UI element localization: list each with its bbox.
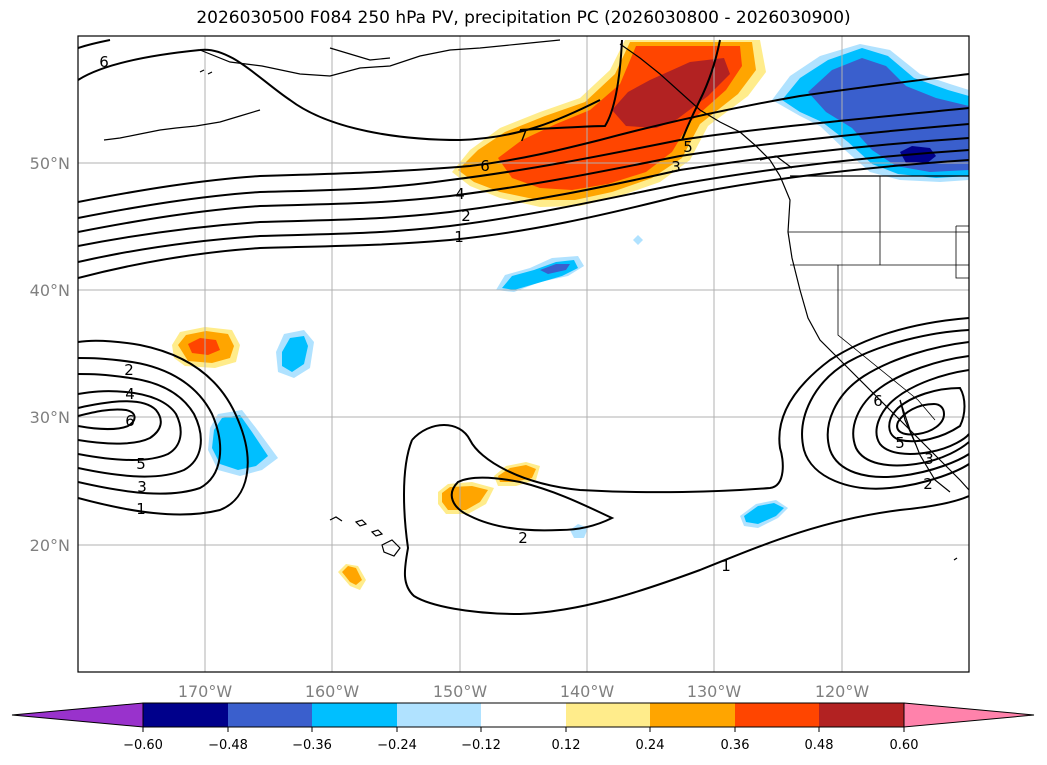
map-title: 2026030500 F084 250 hPa PV, precipitatio… [196, 8, 851, 28]
colorbar-segment [312, 703, 397, 727]
pv-contour-west-4 [78, 390, 182, 461]
pv-contour-north-4 [78, 123, 969, 233]
colorbar-segment [819, 703, 904, 727]
pv-contour-east-3 [852, 355, 969, 467]
contour-label: 6 [873, 392, 883, 410]
colorbar-segment [650, 703, 735, 727]
lat-label: 40°N [30, 281, 70, 300]
lon-label: 120°W [815, 682, 870, 701]
pv-contour-west-5 [78, 400, 162, 445]
colorbar-tick: −0.60 [123, 738, 163, 753]
colorbar-segment [566, 703, 650, 727]
pv-contour-north-5 [78, 107, 969, 219]
graticule [78, 36, 969, 672]
pv-contour-north-2 [78, 149, 969, 263]
pv-contour-north-1 [78, 159, 969, 279]
contour-label: 1 [721, 557, 731, 575]
contour-label: 3 [671, 158, 681, 176]
colorbar-tick: −0.48 [208, 738, 248, 753]
contour-label: 5 [136, 455, 146, 473]
lon-label: 160°W [305, 682, 360, 701]
contour-label: 4 [455, 185, 465, 203]
contour-label: 7 [518, 127, 528, 145]
contour-labels: 7 6 5 4 3 2 1 6 2 4 6 5 3 1 2 1 6 5 3 2 [99, 53, 934, 575]
lat-label: 20°N [30, 536, 70, 555]
lat-label: 50°N [30, 154, 70, 173]
contour-label: 1 [454, 228, 464, 246]
pv-contour-west-6 [78, 408, 136, 430]
pv-contour-west-1 [78, 339, 249, 516]
contour-label: 5 [895, 434, 905, 452]
pv-contour-east-1 [801, 329, 969, 490]
colorbar-segment [143, 703, 228, 727]
contour-label: 5 [683, 138, 693, 156]
pv-contour-west-2 [78, 357, 222, 495]
map-frame [77, 35, 970, 673]
contour-label: 1 [136, 500, 146, 518]
pv-contour-north-7 [519, 39, 623, 131]
colorbar-tick: 0.12 [552, 738, 581, 753]
pv-contour-west-3 [78, 373, 202, 478]
colorbar-tick: −0.36 [292, 738, 332, 753]
contour-label: 3 [924, 450, 934, 468]
colorbar-tick: −0.12 [461, 738, 501, 753]
pv-contour-east-2 [826, 341, 969, 478]
colorbar: −0.60 −0.48 −0.36 −0.24 −0.12 0.12 0.24 … [11, 702, 1035, 753]
colorbar-segment [228, 703, 312, 727]
lat-label: 30°N [30, 408, 70, 427]
lon-label: 170°W [178, 682, 233, 701]
colorbar-tick: 0.60 [890, 738, 919, 753]
coastlines [103, 39, 969, 561]
lon-label: 130°W [687, 682, 742, 701]
colorbar-tick: 0.24 [636, 738, 665, 753]
pv-contour-east-6 [896, 402, 946, 436]
contour-label: 2 [518, 529, 528, 547]
pv-contour-north-3 [78, 137, 969, 247]
contour-label: 6 [125, 412, 135, 430]
colorbar-extend-low [11, 702, 144, 728]
contour-label: 2 [923, 475, 933, 493]
colorbar-segment [481, 703, 566, 727]
lon-label: 150°W [433, 682, 488, 701]
contour-label: 2 [461, 207, 471, 225]
pv-contour-north-6 [78, 73, 969, 203]
lon-labels: 170°W 160°W 150°W 140°W 130°W 120°W [178, 682, 870, 701]
colorbar-tick: 0.36 [721, 738, 750, 753]
contour-label: 4 [125, 385, 135, 403]
precip-shading [172, 40, 969, 590]
pv-contours [78, 39, 969, 616]
pv-contour-subtropical-2 [411, 317, 969, 494]
contour-label: 6 [99, 53, 109, 71]
pv-contour-east-5 [888, 386, 966, 443]
contour-label: 6 [480, 157, 490, 175]
colorbar-extend-high [903, 702, 1035, 728]
colorbar-segment [735, 703, 819, 727]
colorbar-segment [397, 703, 481, 727]
pv-contour-top-left [78, 48, 601, 142]
colorbar-tick: −0.24 [377, 738, 417, 753]
contour-label: 2 [124, 361, 134, 379]
lat-labels: 20°N 30°N 40°N 50°N [30, 154, 70, 555]
pv-contour-east-4 [875, 369, 969, 455]
lon-label: 140°W [560, 682, 615, 701]
colorbar-tick: 0.48 [805, 738, 834, 753]
contour-label: 3 [137, 478, 147, 496]
